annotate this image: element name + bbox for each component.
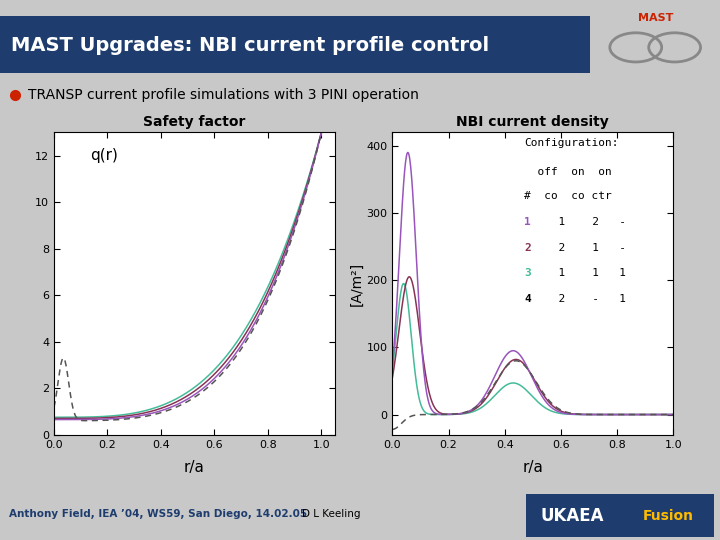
Y-axis label: [A/m²]: [A/m²] (350, 261, 364, 306)
Text: q(r): q(r) (91, 147, 118, 163)
Text: 1    2   -: 1 2 - (546, 217, 626, 227)
Text: TRANSP current profile simulations with 3 PINI operation: TRANSP current profile simulations with … (28, 88, 419, 102)
Text: #  co  co ctr: # co co ctr (524, 191, 612, 201)
Text: MAST: MAST (637, 13, 673, 23)
Text: r/a: r/a (184, 460, 204, 475)
Text: UKAEA: UKAEA (541, 507, 604, 525)
Text: 3: 3 (524, 268, 531, 279)
Text: r/a: r/a (523, 460, 543, 475)
Text: 2    -   1: 2 - 1 (546, 294, 626, 304)
Text: D L Keeling: D L Keeling (302, 509, 361, 519)
Text: Configuration:: Configuration: (524, 138, 619, 149)
Text: Anthony Field, IEA ’04, WS59, San Diego, 14.02.05: Anthony Field, IEA ’04, WS59, San Diego,… (9, 509, 307, 519)
Text: Safety factor: Safety factor (143, 114, 246, 129)
Text: 2: 2 (524, 242, 531, 253)
Text: 2    1   -: 2 1 - (546, 242, 626, 253)
Text: 4: 4 (524, 294, 531, 304)
Text: Fusion: Fusion (642, 509, 693, 523)
Text: MAST Upgrades: NBI current profile control: MAST Upgrades: NBI current profile contr… (11, 36, 489, 55)
Text: 1    1   1: 1 1 1 (546, 268, 626, 279)
Text: 1: 1 (524, 217, 531, 227)
Text: off  on  on: off on on (524, 167, 612, 177)
Text: NBI current density: NBI current density (456, 114, 609, 129)
